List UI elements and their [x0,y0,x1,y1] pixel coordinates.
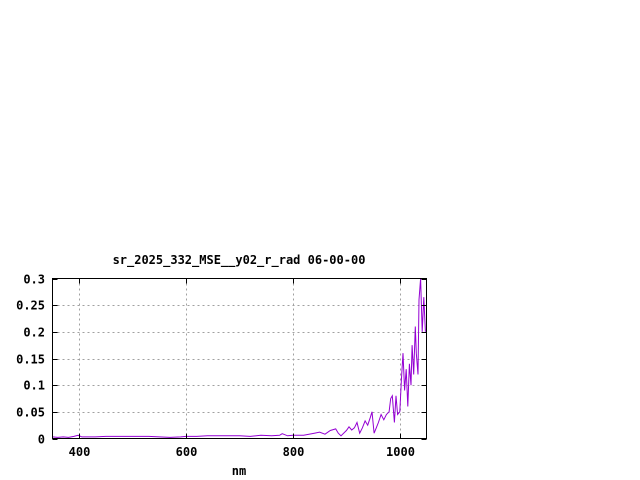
x-tick-label: 400 [69,445,91,459]
y-tick-label: 0.2 [23,326,45,340]
y-tick-label: 0 [38,433,45,447]
y-tick-label: 0.05 [16,406,45,420]
plot-border [52,278,427,439]
y-tick-label: 0.3 [23,273,45,287]
series-line-0 [52,278,426,438]
grid [52,278,427,439]
series-layer [52,278,426,438]
ticks: 400 600 800 1000 0 0.05 0.1 0.15 0.2 0.25 0.3 [16,273,427,459]
y-tick-label: 0.15 [16,353,45,367]
x-tick-label: 800 [283,445,305,459]
y-tick-label: 0.1 [23,379,45,393]
x-axis-label: nm [232,464,246,478]
x-tick-label: 1000 [386,445,415,459]
chart-title: sr_2025_332_MSE__y02_r_rad 06-00-00 [113,253,366,268]
y-tick-label: 0.25 [16,299,45,313]
x-tick-label: 600 [176,445,198,459]
